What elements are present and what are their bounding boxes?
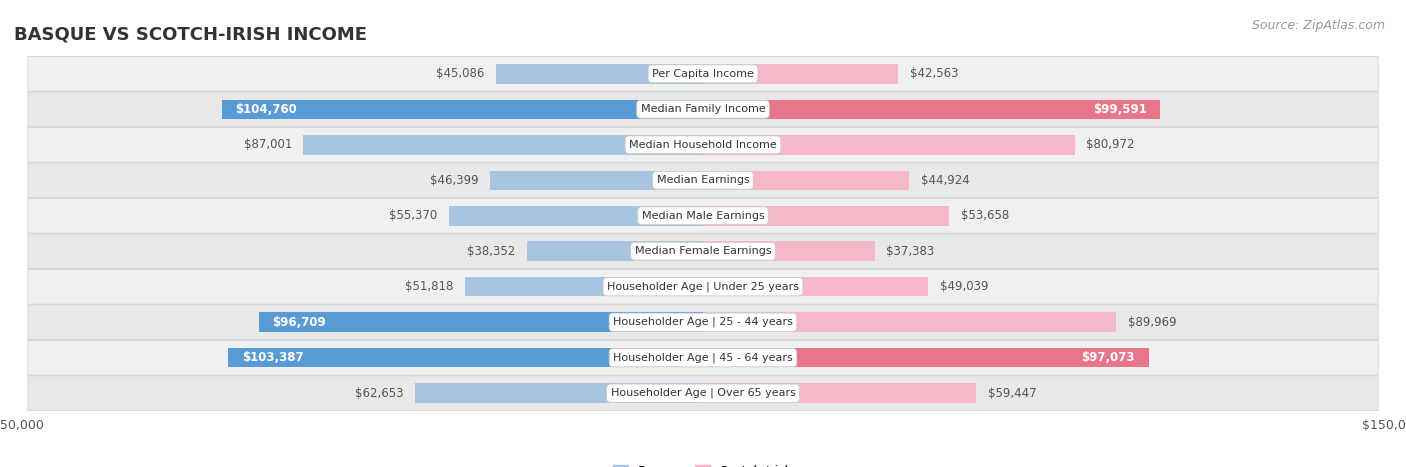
Text: $62,653: $62,653	[356, 387, 404, 400]
FancyBboxPatch shape	[28, 127, 1378, 162]
Text: $44,924: $44,924	[921, 174, 970, 187]
Bar	[703, 99, 1160, 119]
Text: Median Household Income: Median Household Income	[628, 140, 778, 150]
Text: Source: ZipAtlas.com: Source: ZipAtlas.com	[1251, 19, 1385, 32]
Bar	[703, 348, 1149, 368]
Text: $46,399: $46,399	[430, 174, 478, 187]
Text: $45,086: $45,086	[436, 67, 485, 80]
FancyBboxPatch shape	[28, 305, 1378, 340]
Bar	[415, 383, 703, 403]
Bar	[228, 348, 703, 368]
Text: Median Male Earnings: Median Male Earnings	[641, 211, 765, 221]
Text: $51,818: $51,818	[405, 280, 454, 293]
FancyBboxPatch shape	[28, 57, 1378, 91]
Text: Per Capita Income: Per Capita Income	[652, 69, 754, 79]
FancyBboxPatch shape	[28, 163, 1378, 198]
Bar	[222, 99, 703, 119]
Bar	[496, 64, 703, 84]
Text: Householder Age | 45 - 64 years: Householder Age | 45 - 64 years	[613, 353, 793, 363]
Bar	[703, 277, 928, 297]
Bar	[703, 312, 1116, 332]
Bar	[489, 170, 703, 190]
Text: $38,352: $38,352	[467, 245, 516, 258]
Legend: Basque, Scotch-Irish: Basque, Scotch-Irish	[607, 460, 799, 467]
FancyBboxPatch shape	[28, 269, 1378, 304]
Text: $104,760: $104,760	[236, 103, 298, 116]
Bar	[304, 135, 703, 155]
FancyBboxPatch shape	[28, 92, 1378, 127]
Bar	[703, 241, 875, 261]
Text: $96,709: $96,709	[273, 316, 326, 329]
Bar	[465, 277, 703, 297]
Bar	[703, 206, 949, 226]
Text: $89,969: $89,969	[1128, 316, 1177, 329]
Text: Median Female Earnings: Median Female Earnings	[634, 246, 772, 256]
Text: $53,658: $53,658	[960, 209, 1010, 222]
Bar	[259, 312, 703, 332]
Text: Householder Age | Over 65 years: Householder Age | Over 65 years	[610, 388, 796, 398]
FancyBboxPatch shape	[28, 234, 1378, 269]
Bar	[703, 170, 910, 190]
Text: $97,073: $97,073	[1081, 351, 1135, 364]
Text: Median Earnings: Median Earnings	[657, 175, 749, 185]
Text: $99,591: $99,591	[1092, 103, 1147, 116]
Text: Median Family Income: Median Family Income	[641, 104, 765, 114]
Text: $87,001: $87,001	[243, 138, 292, 151]
Text: $59,447: $59,447	[987, 387, 1036, 400]
Text: $49,039: $49,039	[939, 280, 988, 293]
Text: $80,972: $80,972	[1087, 138, 1135, 151]
Bar	[527, 241, 703, 261]
Text: BASQUE VS SCOTCH-IRISH INCOME: BASQUE VS SCOTCH-IRISH INCOME	[14, 26, 367, 43]
Bar	[703, 383, 976, 403]
FancyBboxPatch shape	[28, 376, 1378, 410]
Text: $103,387: $103,387	[242, 351, 304, 364]
FancyBboxPatch shape	[28, 340, 1378, 375]
Text: Householder Age | 25 - 44 years: Householder Age | 25 - 44 years	[613, 317, 793, 327]
FancyBboxPatch shape	[28, 198, 1378, 233]
Bar	[449, 206, 703, 226]
Text: $37,383: $37,383	[886, 245, 935, 258]
Text: Householder Age | Under 25 years: Householder Age | Under 25 years	[607, 282, 799, 292]
Text: $55,370: $55,370	[389, 209, 437, 222]
Bar	[703, 64, 898, 84]
Bar	[703, 135, 1076, 155]
Text: $42,563: $42,563	[910, 67, 959, 80]
